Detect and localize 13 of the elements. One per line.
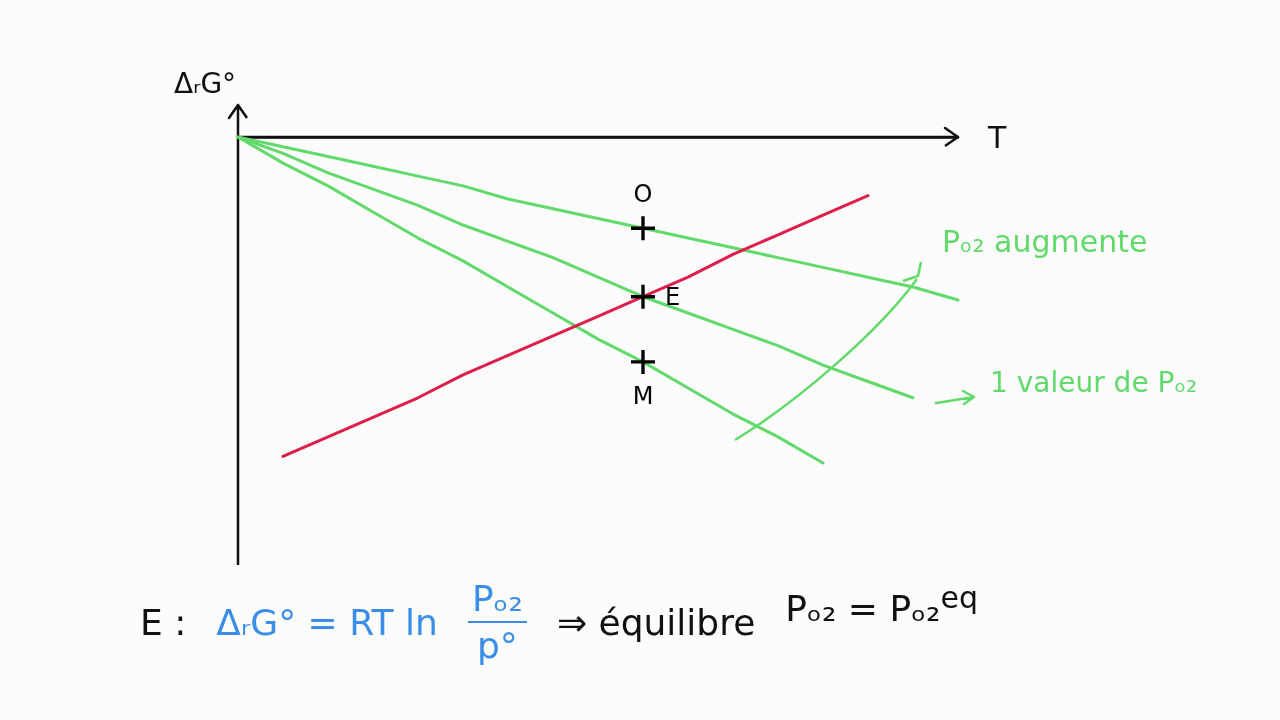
series-label: M	[632, 381, 654, 410]
text: 1 valeur de Pₒ₂	[990, 365, 1198, 399]
text: E :	[140, 601, 187, 643]
text: Pₒ₂ = Pₒ₂$^{eq}$	[785, 579, 978, 629]
text: ΔᵣG° = RT ln	[216, 601, 438, 643]
y-axis-title: ΔᵣG°	[174, 66, 237, 100]
text: p°	[476, 624, 518, 666]
series-label: O	[633, 180, 653, 209]
series-label: E	[665, 282, 681, 311]
text: ⇒ équilibre	[556, 601, 756, 643]
annotation: Pₒ₂ augmente	[942, 223, 1148, 259]
x-axis-title: T	[987, 119, 1007, 155]
text: Pₒ₂	[467, 578, 527, 623]
